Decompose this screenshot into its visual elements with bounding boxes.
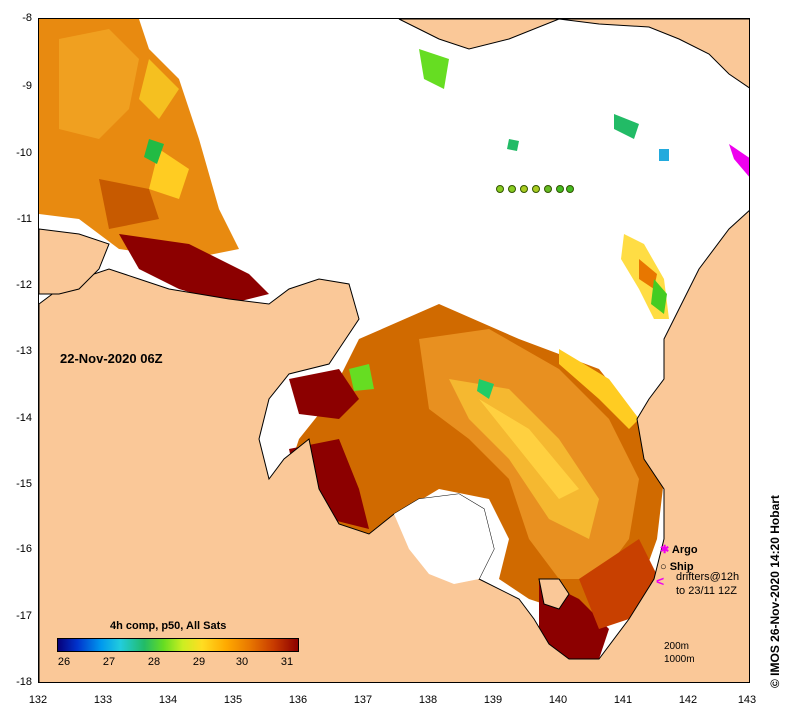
y-tick-label: -14 — [16, 412, 32, 424]
imos-credit: © IMOS 26-Nov-2020 14:20 Hobart — [768, 495, 782, 688]
colorbar-tick: 29 — [192, 656, 206, 668]
colorbar-tick: 27 — [102, 656, 116, 668]
colorbar-tick: 28 — [147, 656, 161, 668]
map-timestamp: 22-Nov-2020 06Z — [60, 351, 163, 366]
x-tick-label: 139 — [483, 694, 503, 706]
sst-field — [39, 19, 749, 659]
x-tick-label: 136 — [288, 694, 308, 706]
x-tick-label: 134 — [158, 694, 178, 706]
land — [39, 19, 749, 682]
x-tick-label: 143 — [737, 694, 757, 706]
y-tick-label: -11 — [16, 213, 32, 225]
y-tick-label: -12 — [16, 279, 32, 291]
colorbar-title: 4h comp, p50, All Sats — [110, 620, 227, 632]
y-tick-label: -10 — [16, 147, 32, 159]
y-tick-label: -13 — [16, 345, 32, 357]
ship-symbol-icon: ○ — [660, 561, 667, 573]
colorbar-tick: 26 — [57, 656, 71, 668]
colorbar-tick: 30 — [235, 656, 249, 668]
x-tick-label: 140 — [548, 694, 568, 706]
depth-200-label: 200m — [664, 641, 690, 652]
drifters-label-1: drifters@12h — [676, 571, 740, 583]
y-tick-label: -8 — [22, 12, 32, 24]
y-tick-label: -15 — [16, 478, 32, 490]
sst-map — [39, 19, 749, 682]
argo-label: Argo — [671, 544, 698, 556]
x-tick-label: 135 — [223, 694, 243, 706]
x-tick-label: 137 — [353, 694, 373, 706]
drifters-label-2: to 23/11 12Z — [676, 585, 737, 597]
sst-map-frame — [38, 18, 750, 683]
depth-1000-label: 1000m — [664, 654, 695, 665]
y-tick-label: -18 — [16, 676, 32, 688]
y-tick-label: -17 — [16, 610, 32, 622]
depth-contour-legend: 200m 1000m — [664, 640, 695, 666]
y-tick-label: -9 — [22, 80, 32, 92]
argo-symbol-icon: ✱ — [660, 544, 670, 556]
colorbar — [57, 638, 299, 652]
colorbar-tick: 31 — [280, 656, 294, 668]
x-tick-label: 141 — [613, 694, 633, 706]
x-tick-label: 142 — [678, 694, 698, 706]
x-tick-label: 138 — [418, 694, 438, 706]
drifter-arrow-icon: < — [656, 573, 665, 589]
ship-label: Ship — [669, 561, 694, 573]
x-tick-label: 133 — [93, 694, 113, 706]
drifter-track — [496, 185, 574, 193]
y-tick-label: -16 — [16, 543, 32, 555]
x-tick-label: 132 — [28, 694, 48, 706]
